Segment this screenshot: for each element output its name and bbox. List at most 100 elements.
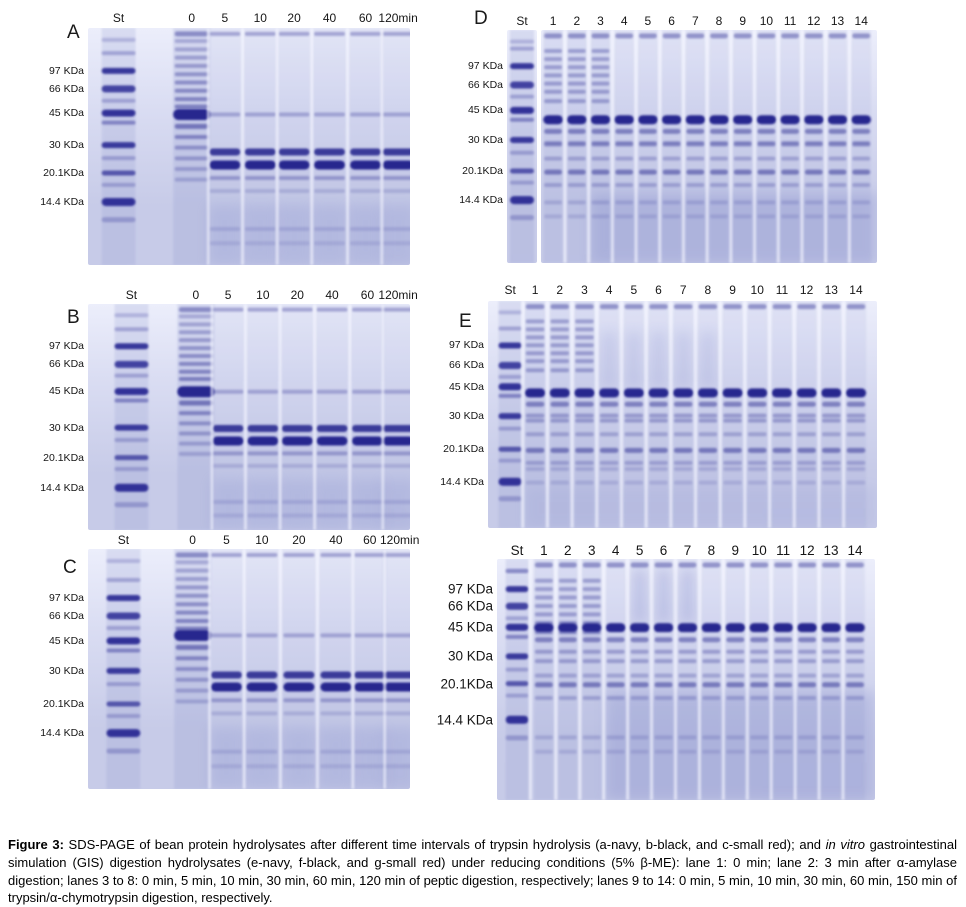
mw-label-b-1: 66 KDa [48, 358, 84, 371]
mw-label-e-4: 20.1KDa [443, 442, 484, 455]
mw-label-c-2: 45 KDa [48, 634, 84, 647]
lane-label-a-st: St [112, 11, 125, 25]
lane-label-c-st: St [117, 533, 130, 547]
figure-number-label: Figure 3: [8, 837, 64, 852]
mw-label-e-5: 14.4 KDa [440, 475, 484, 488]
lane-label-e-11: 11 [775, 283, 789, 297]
lane-label-f-6: 6 [659, 543, 668, 558]
lane-label-e-4: 4 [605, 283, 613, 297]
mw-label-c-3: 30 KDa [48, 664, 84, 677]
panel-letter-b: B [67, 307, 81, 328]
mw-label-c-4: 20.1KDa [43, 697, 84, 710]
mw-label-b-5: 14.4 KDa [40, 481, 84, 494]
lane-label-f-7: 7 [683, 543, 692, 558]
mw-label-b-0: 97 KDa [48, 340, 84, 352]
mw-label-f-4: 20.1KDa [440, 675, 493, 691]
mw-label-f-0: 97 KDa [447, 581, 493, 597]
mw-label-d-5: 14.4 KDa [459, 193, 503, 206]
mw-label-a-5: 14.4 KDa [40, 195, 84, 208]
lane-label-d-12: 12 [807, 14, 821, 28]
lane-label-f-3: 3 [587, 543, 596, 558]
gel-image-d-marker-strip [507, 30, 537, 263]
mw-label-f-1: 66 KDa [447, 598, 493, 614]
mw-label-d-3: 30 KDa [467, 133, 503, 146]
lane-label-b-120min: 120min [378, 288, 418, 302]
panel-letter-d: D [474, 8, 489, 29]
lane-label-f-12: 12 [799, 543, 815, 558]
lane-label-a-120min: 120min [378, 11, 418, 25]
caption-text-segment: SDS-PAGE of bean protein hydrolysates af… [63, 837, 826, 852]
lane-label-e-7: 7 [679, 283, 687, 297]
lane-label-f-13: 13 [823, 543, 839, 558]
mw-label-a-2: 45 KDa [48, 106, 84, 119]
lane-label-b-0: 0 [192, 288, 200, 302]
lane-label-f-1: 1 [540, 543, 548, 558]
lane-label-c-60: 60 [363, 533, 377, 547]
lane-label-d-13: 13 [830, 14, 845, 28]
figure-caption: Figure 3: SDS-PAGE of bean protein hydro… [8, 836, 957, 907]
mw-label-d-0: 97 KDa [467, 59, 503, 72]
mw-label-b-2: 45 KDa [48, 385, 84, 398]
lane-label-f-5: 5 [635, 543, 644, 558]
mw-label-f-5: 14.4 KDa [436, 711, 493, 727]
mw-label-a-1: 66 KDa [48, 82, 84, 95]
lane-label-e-3: 3 [581, 283, 588, 297]
lane-label-e-5: 5 [630, 283, 638, 297]
mw-label-a-3: 30 KDa [48, 138, 84, 151]
lane-label-c-40: 40 [329, 533, 343, 547]
mw-label-c-0: 97 KDa [48, 591, 84, 604]
mw-label-b-4: 20.1KDa [43, 451, 84, 464]
gel-image-a [88, 28, 410, 265]
lane-label-e-10: 10 [750, 283, 764, 297]
lane-label-b-20: 20 [290, 288, 304, 302]
mw-label-e-0: 97 KDa [448, 339, 484, 352]
mw-label-e-1: 66 KDa [448, 359, 484, 372]
lane-label-b-st: St [125, 288, 138, 302]
lane-label-f-14: 14 [847, 543, 863, 558]
gel-image-b [88, 304, 410, 530]
lane-label-c-0: 0 [189, 533, 196, 547]
lane-label-d-5: 5 [644, 14, 652, 28]
caption-text-segment: in vitro [825, 837, 865, 852]
lane-label-b-40: 40 [325, 288, 339, 302]
lane-label-e-st: St [504, 283, 516, 297]
mw-label-c-1: 66 KDa [48, 609, 84, 622]
lane-label-d-3: 3 [597, 14, 604, 28]
lane-label-a-20: 20 [287, 11, 301, 25]
lane-label-d-6: 6 [668, 14, 675, 28]
lane-label-f-st: St [510, 543, 524, 558]
lane-label-e-8: 8 [704, 283, 712, 297]
lane-label-d-10: 10 [759, 14, 774, 28]
panel-letter-e: E [459, 311, 473, 332]
lane-label-d-9: 9 [739, 14, 747, 28]
lane-label-e-1: 1 [531, 283, 539, 297]
lane-label-d-2: 2 [573, 14, 581, 28]
panel-letter-a: A [67, 22, 81, 43]
lane-label-c-20: 20 [292, 533, 306, 547]
mw-label-e-3: 30 KDa [448, 409, 484, 422]
lane-label-c-5: 5 [223, 533, 230, 547]
mw-label-a-0: 97 KDa [48, 64, 84, 77]
sds-page-figure: A St 0 5 10 20 40 60 120min 97 KDa 66 KDa 45 KDa 30 … [40, 8, 877, 800]
lane-label-f-9: 9 [731, 543, 740, 558]
panel-letter-c: C [63, 557, 78, 578]
gel-image-d [541, 30, 877, 263]
lane-label-d-8: 8 [715, 14, 723, 28]
lane-label-e-12: 12 [799, 283, 814, 297]
lane-label-d-st: St [516, 14, 528, 28]
lane-label-a-5: 5 [221, 11, 229, 25]
mw-label-b-3: 30 KDa [48, 421, 84, 434]
lane-label-d-1: 1 [549, 14, 557, 28]
lane-label-d-4: 4 [620, 14, 628, 28]
lane-label-c-120min: 120min [380, 533, 420, 547]
lane-label-f-11: 11 [776, 543, 791, 558]
mw-label-c-5: 14.4 KDa [40, 726, 84, 739]
mw-label-d-4: 20.1KDa [462, 164, 503, 177]
lane-label-b-10: 10 [256, 288, 270, 302]
lane-label-a-0: 0 [188, 11, 196, 25]
mw-label-d-1: 66 KDa [467, 78, 503, 91]
lane-label-a-10: 10 [253, 11, 267, 25]
mw-label-e-2: 45 KDa [448, 380, 484, 393]
lane-label-f-10: 10 [751, 543, 767, 558]
lane-label-d-7: 7 [691, 14, 699, 28]
